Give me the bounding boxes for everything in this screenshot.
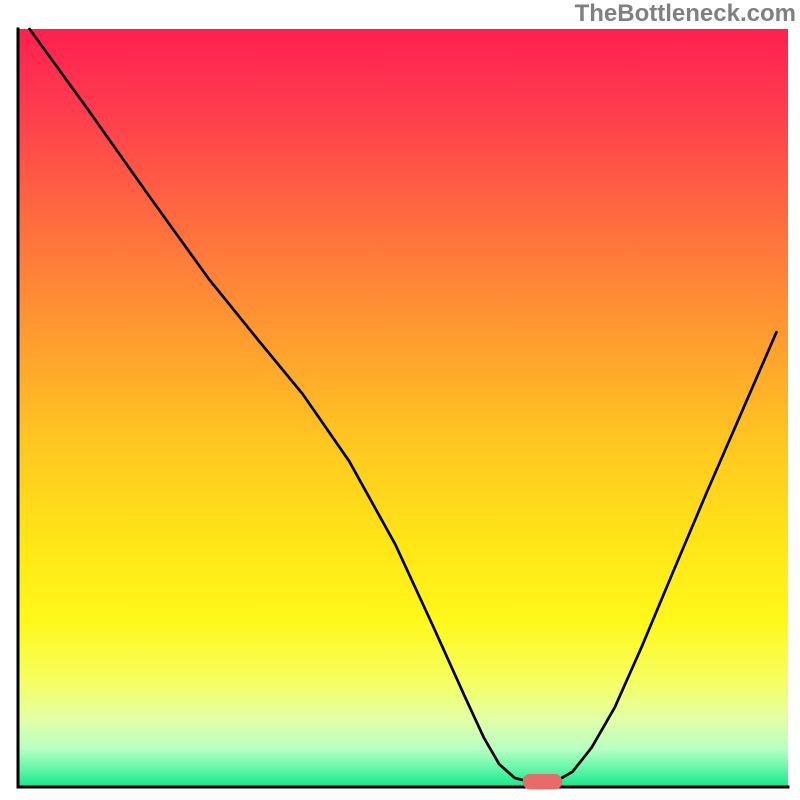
optimum-marker: [523, 774, 562, 788]
watermark-text: TheBottleneck.com: [575, 0, 796, 28]
gradient-background: [18, 29, 788, 787]
chart-container: TheBottleneck.com: [0, 0, 800, 800]
bottleneck-chart: [0, 0, 800, 800]
